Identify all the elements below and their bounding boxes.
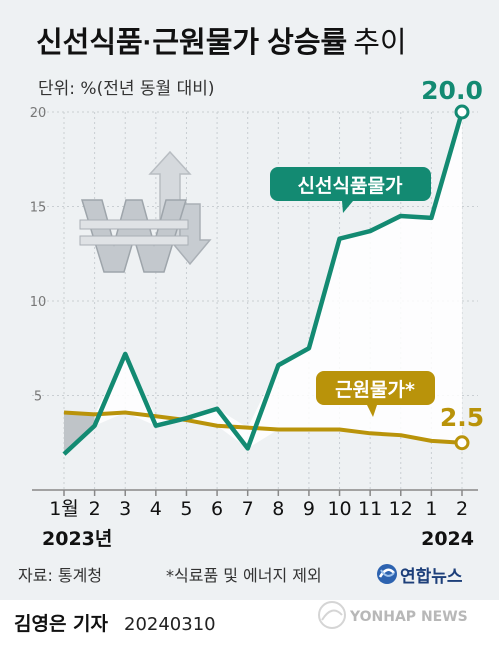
chart-card: 신선식품·근원물가 상승률 추이 단위: %(전년 동월 대비) 20 15 10 5 … xyxy=(0,0,499,600)
core-end-value: 2.5 xyxy=(440,403,484,432)
fresh-food-line xyxy=(62,111,465,456)
x-tick-label: 10 xyxy=(327,498,351,520)
date-text: 20240310 xyxy=(124,614,216,635)
won-arrows-icon xyxy=(79,150,212,273)
gap-area-left xyxy=(64,412,95,455)
x-tick-label: 1월 xyxy=(49,498,79,520)
watermark-text: YONHAP NEWS xyxy=(349,609,468,625)
x-tick-label: 8 xyxy=(272,498,284,520)
x-tick-label: 6 xyxy=(211,498,223,520)
core-callout-label: 근원물가* xyxy=(335,379,415,401)
fresh-end-marker xyxy=(454,104,470,120)
y-tick-label: 5 xyxy=(34,390,42,405)
x-tick-label: 5 xyxy=(180,498,192,520)
x-tick-label: 7 xyxy=(242,498,254,520)
x-tick-label: 2 xyxy=(456,498,468,520)
series-layer xyxy=(62,104,470,456)
fresh-callout-label: 신선식품물가 xyxy=(298,175,403,197)
footer-svg: 김영은 기자 20240310 YONHAP NEWS xyxy=(14,601,468,635)
year-label-2023: 2023년 xyxy=(42,528,112,550)
x-tick-label: 4 xyxy=(150,498,162,520)
core-inflation-line xyxy=(63,410,463,445)
x-tick-label: 9 xyxy=(303,498,315,520)
agency-text: 연합뉴스 xyxy=(400,566,463,587)
fresh-callout: 신선식품물가 xyxy=(270,167,431,213)
y-tick-label: 10 xyxy=(30,295,47,310)
core-end-marker xyxy=(454,435,470,451)
x-tick-labels: 1월 2 3 4 5 6 7 8 9 10 11 12 1 2 xyxy=(49,498,468,520)
chart-title-sub: 추이 xyxy=(353,27,406,59)
chart-title: 신선식품·근원물가 상승률 추이 xyxy=(36,26,407,59)
unit-label: 단위: %(전년 동월 대비) xyxy=(38,79,214,99)
gap-area xyxy=(64,112,462,455)
x-tick-label: 11 xyxy=(358,498,382,520)
yonhap-logo-icon xyxy=(377,564,397,584)
year-label-2024: 2024 xyxy=(421,528,474,550)
x-tick-label: 12 xyxy=(389,498,413,520)
footer-bar: 김영은 기자 20240310 YONHAP NEWS xyxy=(0,600,499,646)
x-tick-label: 3 xyxy=(119,498,131,520)
fresh-end-value: 20.0 xyxy=(421,76,483,105)
source-text: 자료: 통계청 xyxy=(18,566,102,585)
core-callout: 근원물가* xyxy=(316,371,435,417)
x-tick-label: 1 xyxy=(425,498,437,520)
y-tick-label: 20 xyxy=(30,106,47,121)
chart-svg: 신선식품·근원물가 상승률 추이 단위: %(전년 동월 대비) 2015105 … xyxy=(18,26,484,587)
x-tick-label: 2 xyxy=(89,498,101,520)
footnote-text: *식료품 및 에너지 제외 xyxy=(166,566,322,585)
watermark-icon xyxy=(318,601,346,629)
chart-title-main: 신선식품·근원물가 상승률 xyxy=(36,26,347,59)
y-ticks: 20 15 10 5 xyxy=(30,106,47,405)
y-tick-label: 15 xyxy=(30,201,47,216)
author-text: 김영은 기자 xyxy=(14,613,109,635)
